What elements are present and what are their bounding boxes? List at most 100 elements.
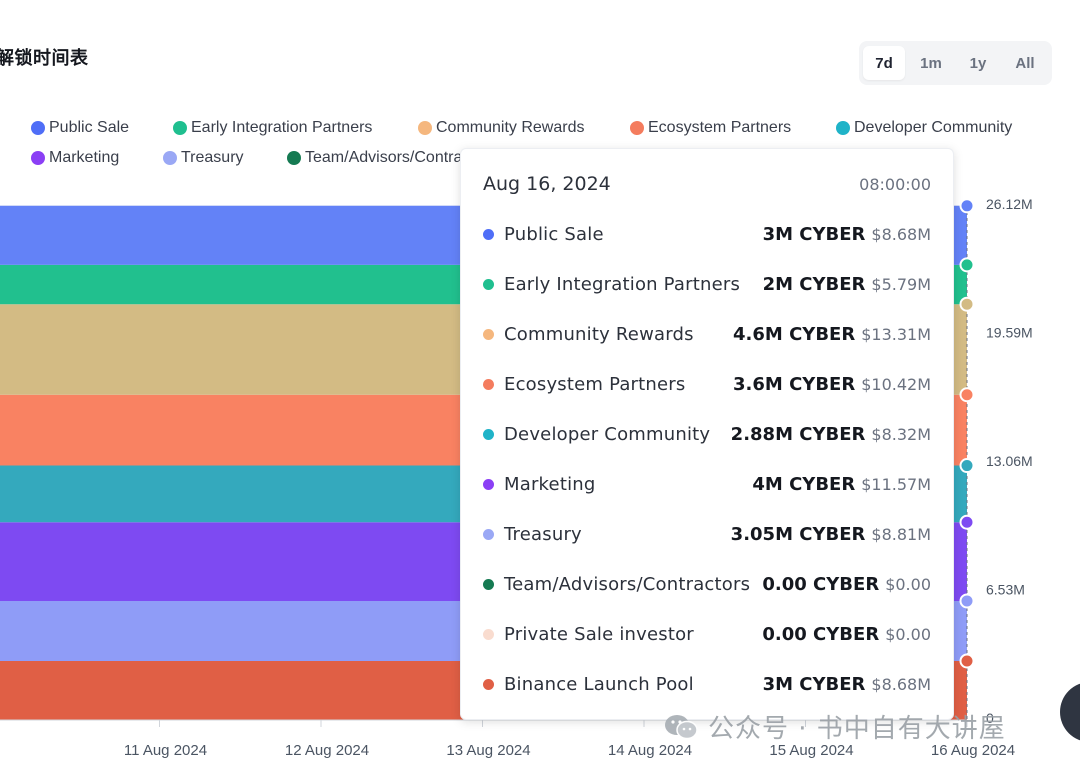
x-tick-label: 15 Aug 2024 [769, 742, 853, 759]
legend-dot [836, 121, 850, 135]
legend-label: Ecosystem Partners [648, 119, 792, 136]
legend-item-team-advisors[interactable]: Team/Advisors/Contra [287, 149, 462, 167]
watermark-text: 公众号 · 书中自有大讲屋 [708, 714, 1006, 744]
y-tick-label: 19.59M [986, 325, 1033, 341]
tooltip-series-name: Ecosystem Partners [504, 373, 686, 395]
range-1m-button[interactable]: 1m [920, 54, 942, 72]
legend-dot [31, 121, 45, 135]
tooltip-header: Aug 16, 2024 08:00:00 [483, 173, 931, 195]
tooltip-time: 08:00:00 [859, 175, 931, 194]
tooltip-row-community-rewards: Community Rewards 4.6M CYBER $13.31M [483, 319, 931, 349]
tooltip-amount: 0.00 CYBER [762, 623, 880, 645]
tooltip-series-name: Community Rewards [504, 323, 694, 345]
x-tick-label: 12 Aug 2024 [285, 742, 369, 759]
tooltip-row-public-sale: Public Sale 3M CYBER $8.68M [483, 219, 931, 249]
legend-item-ecosystem-partners[interactable]: Ecosystem Partners [630, 119, 791, 137]
legend-dot [287, 151, 301, 165]
hover-marker-community-rewards [959, 296, 975, 312]
legend-label: Marketing [49, 149, 120, 166]
tooltip-series-name: Treasury [504, 523, 582, 545]
tooltip-dot [483, 578, 494, 590]
time-range-switch: 7d 1m 1y All [859, 41, 1052, 85]
legend-item-public-sale[interactable]: Public Sale [31, 119, 129, 137]
range-1y-button[interactable]: 1y [969, 54, 987, 72]
tooltip-amount: 3.6M CYBER [733, 373, 856, 395]
tooltip-usd: $0.00 [885, 624, 931, 644]
tooltip-row-team-advisors-contractors: Team/Advisors/Contractors 0.00 CYBER $0.00 [483, 569, 931, 599]
tooltip-series-name: Marketing [504, 473, 596, 495]
tooltip-amount: 3M CYBER [762, 673, 866, 695]
chart-tooltip: Aug 16, 2024 08:00:00 Public Sale 3M CYBE… [460, 148, 954, 720]
tooltip-usd: $10.42M [861, 374, 931, 394]
y-tick-label: 13.06M [986, 453, 1033, 469]
tooltip-series-name: Public Sale [504, 223, 604, 245]
legend-dot [173, 121, 187, 135]
tooltip-dot [483, 478, 494, 490]
legend-dot [31, 151, 45, 165]
tooltip-dot [483, 328, 494, 340]
legend-item-developer-community[interactable]: Developer Community [836, 119, 1012, 137]
tooltip-row-private-sale-investor: Private Sale investor 0.00 CYBER $0.00 [483, 619, 931, 649]
legend-dot [630, 121, 644, 135]
legend-item-treasury[interactable]: Treasury [163, 149, 244, 167]
legend-label: Early Integration Partners [191, 119, 373, 136]
watermark: 公众号 · 书中自有大讲屋 [664, 708, 1006, 745]
legend-dot [418, 121, 432, 135]
tooltip-row-binance-launch-pool: Binance Launch Pool 3M CYBER $8.68M [483, 669, 931, 699]
tooltip-usd: $8.32M [871, 424, 931, 444]
tooltip-series-name: Private Sale investor [504, 623, 694, 645]
range-all-button[interactable]: All [1015, 54, 1035, 72]
page-title: 解锁时间表 [0, 48, 89, 69]
wechat-icon [665, 714, 698, 739]
y-tick-label: 26.12M [986, 196, 1033, 212]
tooltip-dot [483, 278, 494, 290]
tooltip-amount: 3.05M CYBER [730, 523, 866, 545]
hover-marker-developer-community [959, 458, 975, 474]
legend-item-marketing[interactable]: Marketing [31, 149, 119, 167]
tooltip-amount: 2M CYBER [762, 273, 866, 295]
tooltip-usd: $13.31M [861, 324, 931, 344]
tooltip-row-treasury: Treasury 3.05M CYBER $8.81M [483, 519, 931, 549]
tooltip-series-name: Early Integration Partners [504, 273, 741, 295]
tooltip-usd: $8.68M [871, 224, 931, 244]
tooltip-amount: 3M CYBER [762, 223, 866, 245]
x-tick-label: 14 Aug 2024 [608, 742, 692, 759]
tooltip-series-name: Team/Advisors/Contractors [504, 573, 751, 595]
legend-label: Treasury [181, 149, 244, 166]
hover-marker-early-integration-partners [959, 257, 975, 273]
legend-label: Public Sale [49, 119, 130, 136]
tooltip-dot [483, 678, 494, 690]
floating-action-button[interactable] [1060, 682, 1080, 742]
tooltip-dot [483, 628, 494, 640]
tooltip-usd: $5.79M [871, 274, 931, 294]
tooltip-series-name: Developer Community [504, 423, 711, 445]
range-7d-button[interactable]: 7d [863, 46, 905, 80]
hover-marker-treasury [959, 593, 975, 609]
hover-marker-marketing [959, 514, 975, 530]
tooltip-row-early-integration-partners: Early Integration Partners 2M CYBER $5.79M [483, 269, 931, 299]
tooltip-amount: 4.6M CYBER [733, 323, 856, 345]
legend-label: Team/Advisors/Contra [305, 149, 463, 166]
chart-legend: Public Sale Early Integration Partners C… [0, 0, 1080, 180]
tooltip-amount: 0.00 CYBER [762, 573, 880, 595]
legend-item-community-rewards[interactable]: Community Rewards [418, 119, 584, 137]
tooltip-usd: $8.81M [871, 524, 931, 544]
legend-dot [163, 151, 177, 165]
tooltip-dot [483, 228, 494, 240]
tooltip-dot [483, 528, 494, 540]
tooltip-row-developer-community: Developer Community 2.88M CYBER $8.32M [483, 419, 931, 449]
legend-label: Community Rewards [436, 119, 585, 136]
legend-label: Developer Community [854, 119, 1013, 136]
x-tick-label: 11 Aug 2024 [124, 742, 207, 759]
x-tick-label: 13 Aug 2024 [446, 742, 530, 759]
x-tick-label: 16 Aug 2024 [931, 742, 1015, 759]
tooltip-series-name: Binance Launch Pool [504, 673, 694, 695]
y-tick-label: 6.53M [986, 582, 1025, 598]
legend-item-early-integration-partners[interactable]: Early Integration Partners [173, 119, 372, 137]
y-tick-label: 0 [986, 710, 994, 726]
tooltip-date: Aug 16, 2024 [483, 173, 611, 195]
tooltip-amount: 4M CYBER [752, 473, 856, 495]
tooltip-usd: $11.57M [861, 474, 931, 494]
tooltip-usd: $0.00 [885, 574, 931, 594]
tooltip-usd: $8.68M [871, 674, 931, 694]
